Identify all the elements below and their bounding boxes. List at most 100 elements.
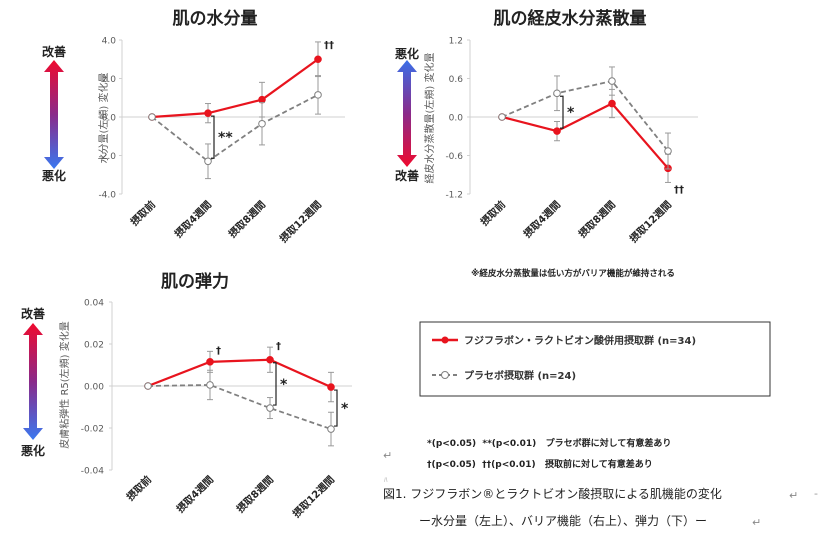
series-line-placebo (147, 384, 332, 430)
chart-title: 肌の水分量 (173, 8, 258, 29)
legend-placebo-label: プラセボ摂取群 (n=24) (464, 369, 576, 382)
significance-bracket (560, 95, 564, 129)
y-tick-label: 4.0 (102, 37, 117, 47)
small-mark: ﾊ (384, 476, 388, 484)
x-tick-label: 摂取前 (124, 473, 154, 503)
data-point-fujiflavone (553, 127, 561, 135)
x-tick-label: 摂取8週間 (576, 198, 618, 240)
data-point-placebo (327, 425, 335, 433)
x-tick-label: 摂取8週間 (226, 198, 268, 240)
x-tick-label: 摂取12週間 (627, 198, 674, 245)
chart-tewl: 肌の経皮水分蒸散量 悪化 改善 経皮水分蒸散量(左頬) 変化量 1.2 0.6 0.… (395, 8, 698, 279)
y-tick-label: -0.02 (81, 425, 104, 435)
significance-star: * (341, 401, 349, 417)
arrow-top-label: 改善 (42, 44, 66, 59)
arrow-bottom-label: 悪化 (21, 443, 45, 458)
series-line-placebo (501, 80, 669, 152)
x-tick-label: 摂取12週間 (290, 473, 337, 520)
data-point-fujiflavone (314, 55, 322, 64)
y-tick-label: 0.00 (84, 383, 104, 393)
significance-star: ** (218, 130, 233, 146)
legend-placebo-marker (441, 371, 449, 379)
data-point-placebo (608, 77, 616, 85)
significance-dagger: † (216, 345, 221, 356)
return-mark: ↵ (383, 449, 392, 462)
worsen-improve-arrow-icon (397, 60, 417, 167)
significance-bracket (211, 115, 215, 159)
data-point-placebo (148, 113, 156, 121)
x-tick-label: 摂取前 (478, 198, 508, 228)
data-point-placebo (206, 381, 214, 389)
significance-star: * (567, 105, 575, 121)
legend-fuji-label: フジフラボン・ラクトビオン酸併用摂取群 (n=34) (464, 334, 696, 347)
y-axis-label: 皮膚粘弾性 R5(左頬) 変化量 (58, 321, 71, 448)
legend-box: フジフラボン・ラクトビオン酸併用摂取群 (n=34) プラセボ摂取群 (n=24… (419, 321, 771, 397)
x-tick-label: 摂取4週間 (521, 198, 563, 240)
series-line-fujiflavone (501, 102, 669, 170)
chart-title: 肌の経皮水分蒸散量 (494, 8, 647, 29)
data-point-fujiflavone (608, 99, 616, 108)
data-point-fujiflavone (266, 355, 274, 364)
y-tick-label: -1.2 (445, 191, 463, 201)
significance-dagger: †† (674, 184, 684, 195)
y-tick-label: 0.6 (449, 75, 464, 85)
y-tick-label: 2.0 (102, 75, 117, 85)
y-tick-label: -4.0 (98, 191, 116, 201)
data-point-placebo (553, 89, 561, 98)
series-line-fujiflavone (147, 358, 332, 389)
y-tick-label: 0.04 (84, 299, 104, 309)
data-point-placebo (144, 382, 152, 390)
y-tick-label: -0.6 (445, 152, 463, 162)
series-line-placebo (151, 94, 319, 163)
figure-caption: 図1. フジフラボン®とラクトビオン酸摂取による肌機能の変化 (383, 486, 722, 501)
arrow-bottom-label: 悪化 (42, 168, 66, 183)
figure-caption-sub: ー水分量（左上）、バリア機能（右上）、弾力（下）ー (419, 513, 707, 528)
data-point-placebo (258, 119, 266, 128)
return-mark: ↵ (752, 516, 761, 529)
series-line-fujiflavone (151, 58, 319, 119)
y-axis-label: 水分量(左頬) 変化量 (97, 73, 110, 164)
arrow-top-label: 改善 (21, 306, 45, 321)
x-tick-label: 摂取12週間 (277, 198, 324, 245)
legend-frame (419, 321, 771, 397)
y-tick-label: 0.02 (84, 341, 104, 351)
y-tick-label: 0.0 (449, 114, 464, 124)
y-axis-label: 経皮水分蒸散量(左頬) 変化量 (423, 53, 436, 184)
y-tick-label: 0.0 (102, 114, 117, 124)
chart-elasticity: 肌の弾力 改善 悪化 皮膚粘弾性 R5(左頬) 変化量 0.04 0.02 0.00… (21, 271, 352, 520)
data-point-placebo (266, 404, 274, 412)
significance-bracket (334, 389, 338, 427)
x-tick-label: 摂取4週間 (174, 473, 216, 515)
significance-dagger: †† (324, 40, 334, 51)
data-point-fujiflavone (258, 95, 266, 104)
x-tick-label: 摂取8週間 (234, 473, 276, 515)
return-mark: ↵ (789, 489, 798, 502)
x-tick-label: 摂取4週間 (172, 198, 214, 240)
improve-worsen-arrow-icon (44, 60, 64, 169)
y-tick-label: -0.04 (81, 467, 105, 477)
data-point-placebo (498, 113, 506, 121)
data-point-fujiflavone (204, 109, 212, 117)
arrow-bottom-label: 改善 (395, 168, 419, 183)
data-point-placebo (204, 157, 212, 166)
data-point-placebo (314, 91, 322, 99)
significance-dagger: † (276, 341, 281, 352)
arrow-top-label: 悪化 (395, 46, 419, 61)
chart-water-content: 肌の水分量 改善 悪化 水分量(左頬) 変化量 4.0 2.0 0.0 -2.0 -4.… (42, 8, 345, 245)
x-tick-label: 摂取前 (128, 198, 158, 228)
chart-title: 肌の弾力 (161, 271, 229, 292)
dash-mark: - (814, 487, 818, 500)
y-tick-label: -2.0 (98, 152, 116, 162)
data-point-fujiflavone (327, 383, 335, 391)
tewl-note: ※経皮水分蒸散量は低い方がバリア機能が維持される (471, 268, 675, 279)
y-tick-label: 1.2 (449, 37, 463, 47)
data-point-placebo (664, 147, 672, 155)
significance-star: * (280, 377, 288, 393)
improve-worsen-arrow-icon (23, 323, 43, 440)
significance-note-baseline: †(p<0.05) ††(p<0.01) 摂取前に対して有意差あり (427, 458, 653, 470)
legend-fuji-marker (441, 336, 449, 344)
significance-note-placebo: *(p<0.05) **(p<0.01) プラセボ群に対して有意差あり (427, 437, 671, 449)
significance-bracket (273, 362, 277, 406)
data-point-fujiflavone (206, 358, 214, 366)
